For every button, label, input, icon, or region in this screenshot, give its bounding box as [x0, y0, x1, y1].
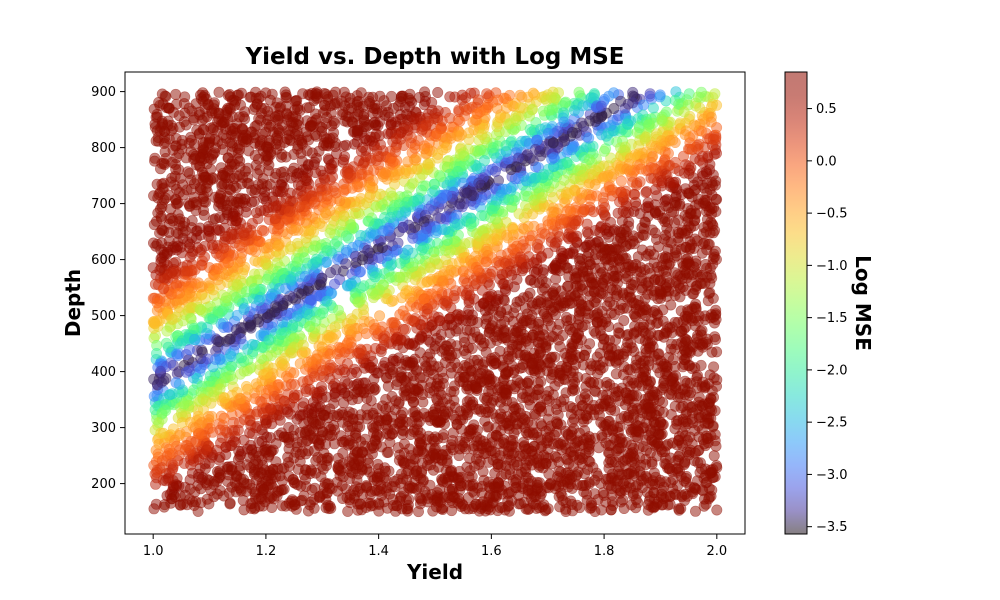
scatter-point: [565, 408, 577, 420]
scatter-point: [598, 145, 610, 157]
scatter-point: [349, 201, 361, 213]
scatter-point: [573, 86, 585, 98]
scatter-point: [706, 101, 718, 113]
scatter-point: [638, 99, 650, 111]
scatter-point: [223, 487, 235, 499]
scatter-point: [388, 169, 400, 181]
scatter-point: [644, 90, 656, 102]
scatter-point: [624, 292, 636, 304]
scatter-point: [412, 506, 424, 518]
scatter-point: [520, 503, 532, 515]
scatter-point: [213, 86, 225, 98]
scatter-point: [256, 352, 268, 364]
scatter-point: [689, 505, 701, 517]
scatter-point: [634, 176, 646, 188]
scatter-point: [511, 423, 523, 435]
scatter-point: [386, 428, 398, 440]
scatter-point: [711, 504, 723, 516]
scatter-point: [390, 379, 402, 391]
scatter-point: [545, 352, 557, 364]
scatter-point: [524, 234, 536, 246]
scatter-point: [157, 183, 169, 195]
scatter-point: [696, 247, 708, 259]
scatter-point: [483, 279, 495, 291]
scatter-point: [355, 230, 367, 242]
scatter-point: [647, 102, 659, 114]
scatter-point: [466, 470, 478, 482]
scatter-point: [673, 504, 685, 516]
scatter-point: [427, 505, 439, 517]
scatter-point: [518, 223, 530, 235]
scatter-point: [595, 504, 607, 516]
scatter-point: [218, 321, 230, 333]
scatter-point: [370, 201, 382, 213]
scatter-point: [457, 266, 469, 278]
scatter-point: [476, 209, 488, 221]
scatter-point: [432, 87, 444, 99]
scatter-point: [148, 503, 160, 515]
scatter-point: [605, 404, 617, 416]
scatter-point: [328, 278, 340, 290]
scatter-point: [198, 209, 210, 221]
scatter-point: [528, 277, 540, 289]
scatter-point: [436, 366, 448, 378]
scatter-point: [709, 88, 721, 100]
scatter-point: [585, 502, 597, 514]
scatter-point: [374, 90, 386, 102]
scatter-point: [150, 478, 162, 490]
chart-title: Yield vs. Depth with Log MSE: [244, 44, 624, 70]
scatter-points: [147, 86, 723, 518]
scatter-point: [183, 344, 195, 356]
scatter-point: [148, 390, 160, 402]
scatter-point: [224, 497, 236, 509]
scatter-point: [584, 338, 596, 350]
scatter-point: [374, 310, 386, 322]
scatter-point: [711, 346, 723, 358]
